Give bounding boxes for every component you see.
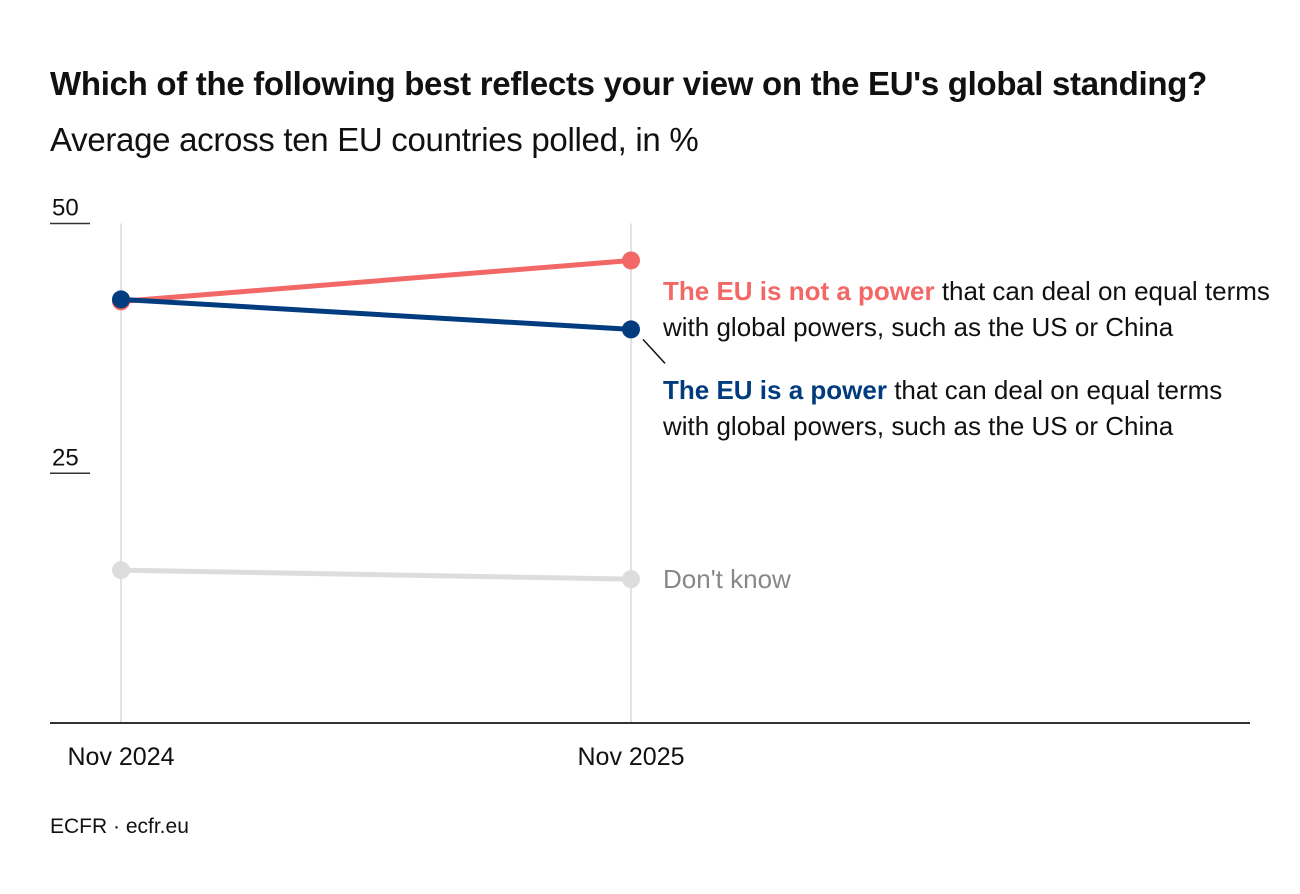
label-not-power: The EU is not a power that can deal on e… bbox=[663, 273, 1283, 345]
chart-title: Which of the following best reflects you… bbox=[50, 56, 1250, 168]
y-tick-label: 50 bbox=[52, 195, 79, 222]
data-point-dont_know-0 bbox=[112, 561, 130, 580]
title-subtitle: Average across ten EU countries polled, … bbox=[50, 121, 699, 158]
title-question: Which of the following best reflects you… bbox=[50, 65, 1207, 102]
label-power-bold: The EU is a power bbox=[663, 375, 887, 405]
leader-line-power bbox=[642, 338, 666, 364]
label-dont-know: Don't know bbox=[663, 564, 791, 594]
data-point-not_power-1 bbox=[622, 251, 640, 270]
label-not-power-rest: that can deal on equal terms with global… bbox=[663, 276, 1270, 342]
x-tick-label: Nov 2025 bbox=[577, 743, 684, 771]
x-tick-label: Nov 2024 bbox=[67, 743, 174, 771]
series-line-dont_know bbox=[120, 567, 632, 582]
source-note: ECFR · ecfr.eu bbox=[50, 815, 189, 838]
y-tick-label: 25 bbox=[52, 444, 79, 471]
data-point-power-1 bbox=[622, 320, 640, 339]
label-power-rest: that can deal on equal terms with global… bbox=[663, 375, 1223, 441]
series-line-not_power bbox=[120, 257, 632, 304]
series-line-power bbox=[120, 296, 632, 332]
data-point-dont_know-1 bbox=[622, 570, 640, 589]
label-power: The EU is a power that can deal on equal… bbox=[663, 372, 1263, 444]
data-point-power-0 bbox=[112, 290, 130, 309]
label-not-power-bold: The EU is not a power bbox=[663, 276, 935, 306]
